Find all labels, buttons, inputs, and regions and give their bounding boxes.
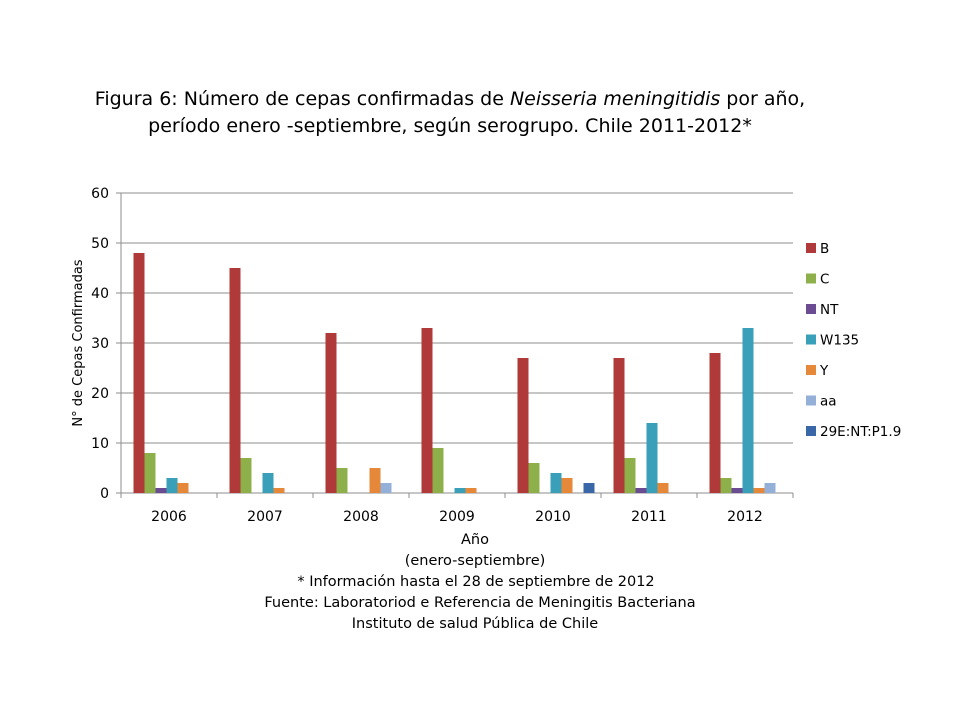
legend-label: 29E:NT:P1.9 <box>820 424 901 440</box>
bar-b-2009 <box>421 328 433 493</box>
footnote: * Información hasta el 28 de septiembre … <box>297 574 655 590</box>
bar-y-2012 <box>753 488 765 493</box>
chart-title: Figura 6: Número de cepas confirmadas de… <box>0 86 960 140</box>
legend-swatch <box>806 304 816 314</box>
y-axis-label: N° de Cepas Confirmadas <box>71 259 86 426</box>
y-tick-label: 20 <box>91 386 109 402</box>
x-tick-label: 2010 <box>535 509 571 525</box>
bar-y-2006 <box>177 483 189 493</box>
legend-swatch <box>806 243 816 253</box>
bar-aa-2008 <box>380 483 392 493</box>
chart-footer: Año (enero-septiembre) * Información has… <box>0 530 960 635</box>
legend-label: C <box>820 272 829 288</box>
bar-y-2009 <box>465 488 477 493</box>
legend-swatch <box>806 334 816 345</box>
source-line-2: Instituto de salud Pública de Chile <box>351 616 599 632</box>
bar-y-2011 <box>657 483 669 493</box>
bar-aa-2012 <box>764 483 776 493</box>
legend-label: aa <box>820 394 837 410</box>
y-tick-label: 60 <box>91 186 109 202</box>
bar-c-2012 <box>720 478 732 493</box>
bar-b-2006 <box>133 253 145 493</box>
bar-b-2008 <box>325 333 337 493</box>
bar-c-2006 <box>144 453 156 493</box>
bar-c-2010 <box>528 463 540 493</box>
x-tick-label: 2012 <box>727 509 763 525</box>
legend-label: Y <box>819 363 829 379</box>
bar-b-2011 <box>613 358 625 493</box>
legend-swatch <box>806 273 816 284</box>
bar-nt-2011 <box>635 488 647 493</box>
title-line-1: Figura 6: Número de cepas confirmadas de… <box>94 88 806 110</box>
bar-y-2008 <box>369 468 381 493</box>
y-tick-label: 50 <box>91 236 109 252</box>
bar-c-2009 <box>432 448 444 493</box>
legend-swatch <box>806 395 816 406</box>
legend-label: B <box>820 241 829 257</box>
bar-c-2011 <box>624 458 636 493</box>
bar-nt-2012 <box>731 488 743 493</box>
x-tick-label: 2008 <box>343 509 379 525</box>
x-axis-sublabel: (enero-septiembre) <box>404 553 546 569</box>
bar-y-2010 <box>561 478 573 493</box>
title-species: Neisseria meningitidis <box>509 88 721 110</box>
title-line-2: período enero -septiembre, según serogru… <box>148 115 752 137</box>
x-tick-label: 2007 <box>247 509 283 525</box>
legend-label: NT <box>820 302 839 318</box>
legend-swatch <box>806 365 816 375</box>
bar-c-2007 <box>240 458 252 493</box>
bar-b-2007 <box>229 268 241 493</box>
bar-w135-2007 <box>262 473 274 493</box>
x-tick-label: 2006 <box>151 509 187 525</box>
legend-label: W135 <box>820 333 859 349</box>
bar-b-2010 <box>517 358 529 493</box>
bar-w135-2010 <box>550 473 562 493</box>
bar-29e-nt-p1-9-2010 <box>583 483 595 493</box>
source-line-1: Fuente: Laboratoriod e Referencia de Men… <box>264 595 696 611</box>
bar-w135-2011 <box>646 423 658 493</box>
bar-w135-2009 <box>454 488 466 493</box>
bar-c-2008 <box>336 468 348 493</box>
bar-b-2012 <box>709 353 721 493</box>
y-tick-label: 10 <box>91 436 109 452</box>
bar-nt-2006 <box>155 488 167 493</box>
bar-w135-2006 <box>166 478 178 493</box>
y-tick-label: 0 <box>100 486 109 502</box>
bar-y-2007 <box>273 488 285 493</box>
y-tick-label: 40 <box>91 286 109 302</box>
y-tick-label: 30 <box>91 336 109 352</box>
x-axis-label: Año <box>461 532 489 548</box>
x-tick-label: 2011 <box>631 509 667 525</box>
x-tick-label: 2009 <box>439 509 475 525</box>
legend-swatch <box>806 426 816 436</box>
bar-w135-2012 <box>742 328 754 493</box>
